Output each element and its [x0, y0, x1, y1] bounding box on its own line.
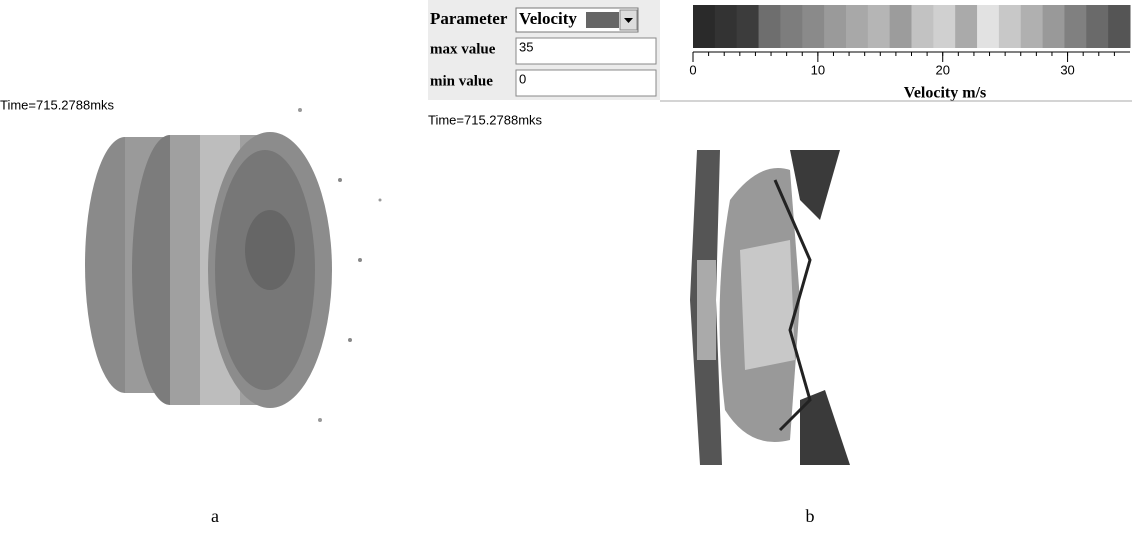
colorbar-segment: [955, 5, 977, 48]
colorbar-segment: [977, 5, 999, 48]
min-label: min value: [430, 73, 493, 89]
caption: a: [211, 506, 219, 526]
colorbar-segment: [1021, 5, 1043, 48]
tick-label: 10: [811, 62, 825, 77]
colorbar-segment: [868, 5, 890, 48]
colorbar-segment: [933, 5, 955, 48]
time-label: Time=715.2788mks: [0, 97, 115, 112]
colorbar-segment: [1064, 5, 1086, 48]
min-value: 0: [519, 71, 526, 86]
caption: b: [806, 506, 815, 526]
min-input[interactable]: [516, 70, 656, 96]
time-label: Time=715.2788mks: [428, 112, 543, 127]
colorbar-segment: [759, 5, 781, 48]
colorbar: 0 10 20 30: [689, 5, 1130, 77]
figure-canvas: Time=715.2788mks a Parameter Velocity ma…: [0, 0, 1132, 533]
colorbar-segment: [912, 5, 934, 48]
colorbar-segment: [693, 5, 715, 48]
max-label: max value: [430, 41, 496, 57]
colorbar-segment: [846, 5, 868, 48]
colorbar-segment: [999, 5, 1021, 48]
colorbar-segment: [1108, 5, 1130, 48]
parameter-label: Parameter: [430, 9, 508, 28]
mesh-render: [690, 150, 850, 465]
figure: Time=715.2788mks a Parameter Velocity ma…: [0, 0, 1132, 533]
tick-label: 20: [935, 62, 949, 77]
colorbar-segment: [802, 5, 824, 48]
max-input[interactable]: [516, 38, 656, 64]
colorbar-segment: [1086, 5, 1108, 48]
colorbar-segment: [737, 5, 759, 48]
tick-label: 0: [689, 62, 696, 77]
colorbar-segment: [890, 5, 912, 48]
colorbar-segment: [780, 5, 802, 48]
colorbar-label: Velocity m/s: [904, 85, 987, 102]
colorbar-segment: [1043, 5, 1065, 48]
max-value: 35: [519, 39, 533, 54]
disk-render: [85, 108, 382, 422]
colorbar-segment: [824, 5, 846, 48]
tick-label: 30: [1060, 62, 1074, 77]
parameter-value: Velocity: [519, 9, 577, 28]
colorbar-segment: [715, 5, 737, 48]
